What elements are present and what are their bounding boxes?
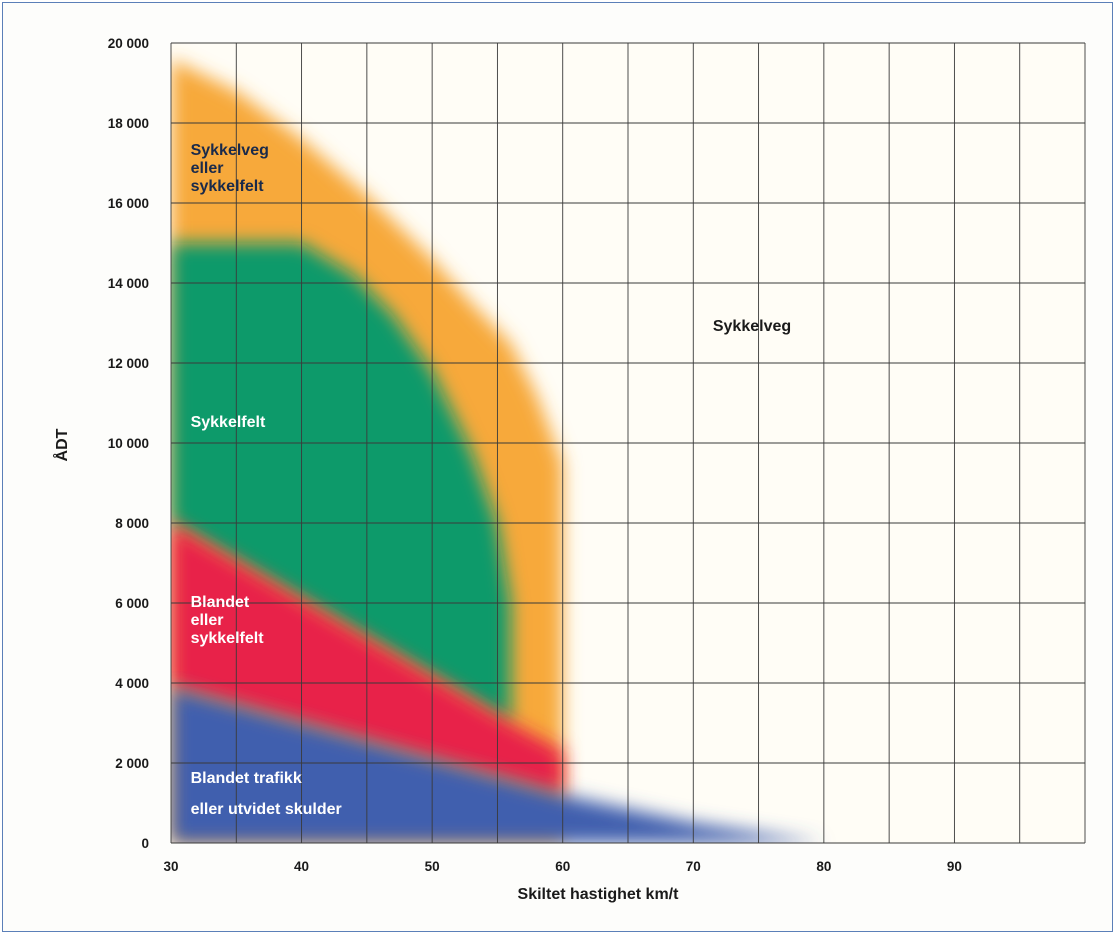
region-label-2: sykkelfelt — [191, 630, 265, 647]
region-label-0: Sykkelveg — [191, 142, 269, 159]
y-tick-label: 10 000 — [108, 436, 149, 451]
y-tick-labels: 0 2 000 4 000 6 000 8 000 10 000 12 000 14 000 1… — [108, 36, 149, 851]
chart-svg: 0 2 000 4 000 6 000 8 000 10 000 12 000 14 000 1… — [52, 36, 1086, 903]
x-tick-label: 40 — [294, 859, 309, 874]
y-tick-label: 16 000 — [108, 196, 149, 211]
region-label-0: eller — [191, 160, 224, 177]
x-tick-label: 70 — [686, 859, 701, 874]
region-label-3: eller utvidet skulder — [191, 801, 342, 818]
x-tick-labels: 30 40 50 60 70 80 90 — [163, 859, 961, 874]
y-tick-label: 4 000 — [115, 676, 149, 691]
x-tick-label: 30 — [163, 859, 178, 874]
y-tick-label: 12 000 — [108, 356, 149, 371]
y-tick-label: 2 000 — [115, 756, 149, 771]
region-3 — [171, 687, 824, 843]
y-tick-label: 14 000 — [108, 276, 149, 291]
y-tick-label: 8 000 — [115, 516, 149, 531]
region-label-4: Sykkelveg — [713, 318, 791, 335]
region-label-1: Sykkelfelt — [191, 414, 266, 431]
y-tick-label: 0 — [141, 836, 149, 851]
x-axis-label: Skiltet hastighet km/t — [518, 886, 680, 903]
region-labels: SykkelvegellersykkelfeltSykkelfeltBlande… — [191, 142, 792, 818]
y-tick-label: 6 000 — [115, 596, 149, 611]
region-label-0: sykkelfelt — [191, 178, 265, 195]
y-axis-label: ÅDT — [52, 428, 71, 461]
y-tick-label: 20 000 — [108, 36, 149, 51]
region-label-2: Blandet — [191, 594, 250, 611]
grid-layer — [170, 42, 1086, 844]
x-tick-label: 80 — [816, 859, 831, 874]
x-tick-label: 50 — [425, 859, 440, 874]
region-label-3: Blandet trafikk — [191, 770, 302, 787]
x-tick-label: 60 — [555, 859, 570, 874]
y-tick-label: 18 000 — [108, 116, 149, 131]
region-label-2: eller — [191, 612, 224, 629]
x-tick-label: 90 — [947, 859, 962, 874]
